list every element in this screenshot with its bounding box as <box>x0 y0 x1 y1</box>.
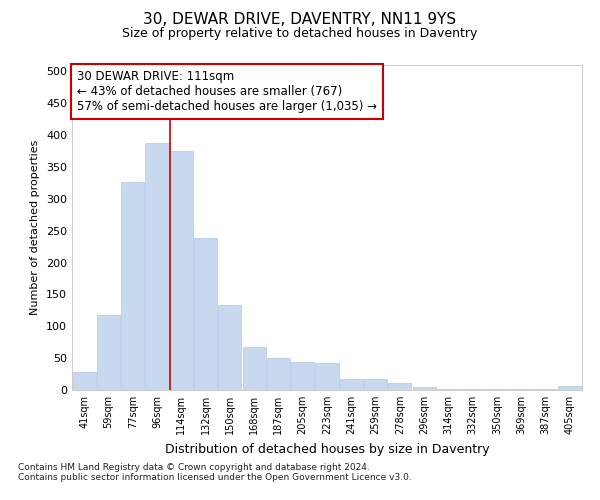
Bar <box>194 238 217 390</box>
Text: Contains public sector information licensed under the Open Government Licence v3: Contains public sector information licen… <box>18 474 412 482</box>
Bar <box>364 379 387 390</box>
Bar <box>340 379 363 390</box>
Bar <box>242 348 266 390</box>
Text: 30 DEWAR DRIVE: 111sqm
← 43% of detached houses are smaller (767)
57% of semi-de: 30 DEWAR DRIVE: 111sqm ← 43% of detached… <box>77 70 377 113</box>
Bar <box>97 315 120 390</box>
Bar <box>170 151 193 390</box>
Y-axis label: Number of detached properties: Number of detached properties <box>31 140 40 315</box>
Bar <box>291 362 314 390</box>
Bar <box>388 383 412 390</box>
Bar <box>316 363 338 390</box>
Text: Contains HM Land Registry data © Crown copyright and database right 2024.: Contains HM Land Registry data © Crown c… <box>18 464 370 472</box>
Bar <box>145 142 169 390</box>
Bar <box>559 386 581 390</box>
Bar <box>267 358 290 390</box>
X-axis label: Distribution of detached houses by size in Daventry: Distribution of detached houses by size … <box>164 442 490 456</box>
Bar <box>437 388 460 390</box>
Bar <box>121 182 144 390</box>
Bar <box>413 387 436 390</box>
Text: 30, DEWAR DRIVE, DAVENTRY, NN11 9YS: 30, DEWAR DRIVE, DAVENTRY, NN11 9YS <box>143 12 457 28</box>
Bar <box>73 372 95 390</box>
Text: Size of property relative to detached houses in Daventry: Size of property relative to detached ho… <box>122 28 478 40</box>
Bar <box>218 305 241 390</box>
